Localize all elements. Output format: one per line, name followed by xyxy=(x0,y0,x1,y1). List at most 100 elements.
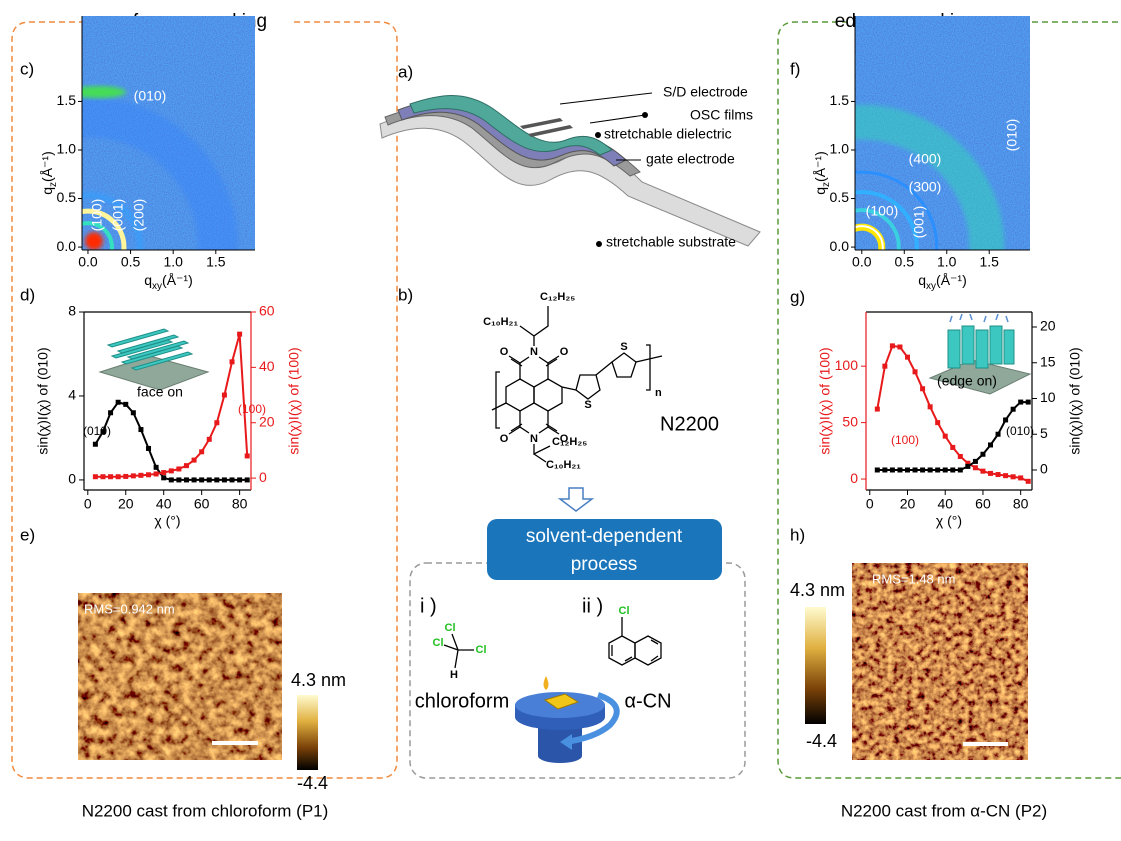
y-tick-label: 50 xyxy=(842,413,858,429)
data-point xyxy=(988,471,993,476)
y-axis-label: sin(χ)I(χ) of (100) xyxy=(817,347,833,454)
data-point xyxy=(199,449,204,454)
data-point xyxy=(890,467,895,472)
y-tick-label: 1.5 xyxy=(57,92,77,108)
data-point xyxy=(943,467,948,472)
colorbar-min: -4.4 xyxy=(806,731,837,751)
peak-label: (001) xyxy=(110,199,126,232)
data-point xyxy=(184,477,189,482)
axis-label-part: (Å⁻¹) xyxy=(812,151,828,182)
face-on-inset xyxy=(100,329,208,390)
chloroform-drawing xyxy=(444,634,474,668)
axis-label-part: (Å⁻¹) xyxy=(39,151,55,182)
x-tick-label: 20 xyxy=(900,496,916,512)
device-label: gate electrode xyxy=(646,151,735,167)
data-point xyxy=(882,467,887,472)
chain: C₁₂H₂₅ xyxy=(540,291,575,303)
data-point xyxy=(154,465,159,470)
scatter-spot xyxy=(85,232,103,250)
data-point xyxy=(996,472,1001,477)
data-point xyxy=(1011,474,1016,479)
step-label: i ) xyxy=(420,595,437,617)
x-tick-label: 0.0 xyxy=(78,254,98,270)
data-point xyxy=(920,467,925,472)
y-tick-label: 8 xyxy=(68,303,76,319)
figure: face-on packing edge-on packing c) d) e)… xyxy=(0,0,1121,841)
axis-label-sub: xy xyxy=(926,281,936,292)
data-point xyxy=(230,477,235,482)
panel-label: c) xyxy=(20,59,34,78)
data-point xyxy=(897,467,902,472)
data-point xyxy=(131,410,136,415)
x-tick-label: 0.5 xyxy=(121,254,141,270)
data-point xyxy=(973,459,978,464)
atom: Cl xyxy=(619,605,630,617)
data-point xyxy=(169,468,174,473)
data-point xyxy=(943,434,948,439)
data-point xyxy=(1018,400,1023,405)
data-point xyxy=(875,407,880,412)
atom: S xyxy=(584,399,591,411)
y-tick-label: 1.5 xyxy=(830,92,850,108)
x-tick-label: 20 xyxy=(118,496,134,512)
data-point xyxy=(935,420,940,425)
data-point xyxy=(965,464,970,469)
data-point xyxy=(913,369,918,374)
data-point xyxy=(207,477,212,482)
peak-label: (100) xyxy=(89,199,105,232)
data-point xyxy=(928,467,933,472)
axis-label: qxy(Å⁻¹) xyxy=(144,272,193,292)
inset-label: (edge on) xyxy=(937,373,997,389)
data-point xyxy=(905,467,910,472)
x-axis-label: χ (°) xyxy=(936,513,962,529)
atom: Cl xyxy=(445,622,456,634)
y2-axis-label: sin(χ)I(χ) of (100) xyxy=(286,347,302,454)
data-point xyxy=(950,445,955,450)
data-point xyxy=(935,467,940,472)
data-point xyxy=(1003,417,1008,422)
y2-tick-label: 60 xyxy=(259,303,275,319)
x-tick-label: 80 xyxy=(1013,496,1029,512)
colorbar-min: -4.4 xyxy=(297,773,328,793)
atom: N xyxy=(530,346,538,358)
data-point xyxy=(108,474,113,479)
atom: N xyxy=(530,433,538,445)
y-tick-label: 4 xyxy=(68,387,76,403)
data-point xyxy=(230,359,235,364)
y2-tick-label: 0 xyxy=(259,469,267,485)
y2-axis-label: sin(χ)I(χ) of (010) xyxy=(1067,347,1083,454)
x-tick-label: 60 xyxy=(975,496,991,512)
y2-tick-label: 10 xyxy=(1040,389,1056,405)
peak-label: (200) xyxy=(131,199,147,232)
data-point xyxy=(108,410,113,415)
data-point xyxy=(890,343,895,348)
series-label: (010) xyxy=(83,424,111,438)
peak-label: (300) xyxy=(909,179,942,195)
data-point xyxy=(116,474,121,479)
y-tick-label: 0 xyxy=(68,471,76,487)
data-point xyxy=(138,473,143,478)
axis-label-part: q xyxy=(918,272,926,288)
chain: C₁₀H₂₁ xyxy=(546,459,581,471)
data-point xyxy=(131,473,136,478)
atom: O xyxy=(560,346,569,358)
data-point xyxy=(161,470,166,475)
data-point xyxy=(1026,400,1031,405)
peak-label: (010) xyxy=(134,88,167,104)
y-tick-label: 100 xyxy=(835,357,859,373)
atom: Cl xyxy=(476,644,487,656)
panel-label: f) xyxy=(790,59,800,78)
y-tick-label: 0.5 xyxy=(830,189,850,205)
x-tick-label: 1.0 xyxy=(937,254,957,270)
data-point xyxy=(875,467,880,472)
data-point xyxy=(237,477,242,482)
solvent: α-CN xyxy=(624,690,671,712)
x-tick-label: 0 xyxy=(84,496,92,512)
arrow xyxy=(560,488,592,511)
series-label: (010) xyxy=(1006,424,1034,438)
data-point xyxy=(245,453,250,458)
panel-label: d) xyxy=(20,285,35,304)
data-point xyxy=(980,469,985,474)
data-point xyxy=(192,458,197,463)
y2-tick-label: 15 xyxy=(1040,353,1056,369)
